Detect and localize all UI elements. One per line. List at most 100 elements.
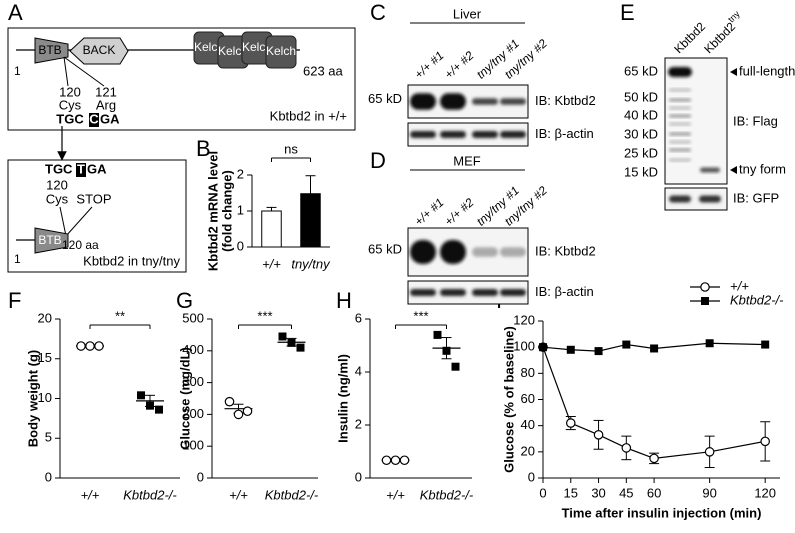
legend-label: Kbtbd2-/- (730, 292, 784, 307)
line (63, 56, 105, 87)
data-point (650, 344, 659, 353)
length-label: 120 aa (62, 238, 99, 252)
data-point (381, 455, 392, 466)
y-tick-label: 400 (182, 342, 204, 357)
lane-label: +/+ #2 (442, 195, 477, 228)
data-point (224, 396, 235, 407)
panel-letter: B (196, 136, 211, 161)
x-tick-label: 45 (619, 485, 633, 500)
x-tick-label: Kbtbd2-/- (265, 487, 319, 502)
data-point (760, 436, 770, 447)
domain-label: BACK (83, 43, 116, 57)
y-tick-label: 80 (521, 365, 535, 380)
probe-label: IB: Flag (733, 113, 778, 128)
x-tick-label: 30 (591, 485, 605, 500)
data-point (761, 340, 770, 349)
y-tick-label: 20 (38, 310, 52, 325)
line (59, 206, 67, 237)
probe-label: IB: GFP (733, 190, 779, 205)
x-tick-label: 15 (564, 485, 578, 500)
band (410, 289, 436, 296)
data-point (701, 297, 709, 305)
codon: C (89, 111, 99, 126)
blot-title: Liver (453, 6, 482, 21)
arrowhead (730, 166, 737, 174)
data-point (287, 338, 296, 347)
data-point (155, 405, 163, 414)
marker-label: 65 kD (368, 241, 402, 256)
y-tick-label: 6 (355, 310, 362, 325)
data-point (146, 401, 154, 410)
residue-label: 1 (14, 252, 21, 266)
band (699, 195, 721, 203)
y-tick-label: 100 (182, 438, 204, 453)
y-tick-label: 0 (45, 469, 52, 484)
x-axis-label: Time after insulin injection (min) (562, 505, 762, 520)
y-tick-label: 0 (197, 469, 204, 484)
ladder-band (669, 88, 691, 92)
data-point (442, 346, 451, 355)
panel-letter: H (336, 288, 352, 313)
y-axis-label: Glucose (mg/dL) (177, 347, 192, 450)
x-tick-label: +/+ (81, 487, 100, 502)
data-point (594, 347, 603, 356)
significance-label: ** (115, 308, 125, 323)
bar (261, 210, 282, 248)
y-tick-label: 200 (182, 406, 204, 421)
ladder-band (669, 132, 691, 136)
band (472, 289, 498, 296)
band (440, 93, 466, 110)
panel-letter: D (370, 148, 386, 173)
annotation: full-length (739, 63, 795, 78)
data-point (433, 330, 442, 339)
residue-label: 1 (14, 64, 21, 78)
y-axis-label: Body weight (g) (25, 350, 40, 448)
line (63, 56, 69, 87)
marker-label: 50 kD (624, 89, 658, 104)
significance-label: ns (284, 141, 298, 156)
band (500, 98, 526, 105)
x-tick-label: 120 (754, 485, 776, 500)
panel-letter: G (176, 288, 193, 313)
panel-letter: F (8, 288, 21, 313)
domain-label: Kelch (194, 40, 224, 54)
x-tick-label: +/+ (386, 487, 405, 502)
data-point (399, 455, 410, 466)
ladder-band (669, 140, 691, 144)
marker-label: 15 kD (624, 164, 658, 179)
lane-label: +/+ #1 (412, 195, 447, 228)
caption: Kbtbd2 in +/+ (270, 108, 347, 123)
y-tick-label: 0 (237, 238, 244, 253)
lane-label: +/+ #2 (442, 48, 477, 81)
line (65, 206, 93, 237)
residue: Cys (59, 97, 82, 112)
y-tick-label: 2 (355, 416, 362, 431)
codon-highlight (89, 113, 99, 127)
domain-label: Kelch (242, 40, 272, 54)
codon: GA (100, 111, 120, 126)
ladder-band (669, 114, 691, 118)
band (440, 240, 466, 264)
data-point (621, 443, 632, 453)
series-line (542, 346, 766, 459)
y-axis-label: Insulin (ng/ml) (335, 354, 350, 443)
blot (407, 122, 529, 147)
band (472, 98, 498, 105)
x-tick-label: 0 (539, 485, 546, 500)
y-tick-label: 10 (38, 390, 52, 405)
codon-highlight (76, 163, 86, 177)
data-point (593, 430, 604, 440)
lane-label: +/+ #1 (412, 48, 447, 81)
y-tick-label: 1 (237, 202, 244, 217)
x-tick-label: +/+ (229, 487, 248, 502)
band (410, 131, 436, 138)
y-tick-label: 0 (355, 469, 362, 484)
blot (407, 280, 529, 305)
data-point (622, 340, 631, 349)
length-label: 623 aa (303, 63, 344, 78)
x-tick-label: +/+ (262, 256, 281, 271)
data-point (85, 341, 95, 351)
blot-title: MEF (453, 153, 481, 168)
data-point (296, 343, 305, 352)
